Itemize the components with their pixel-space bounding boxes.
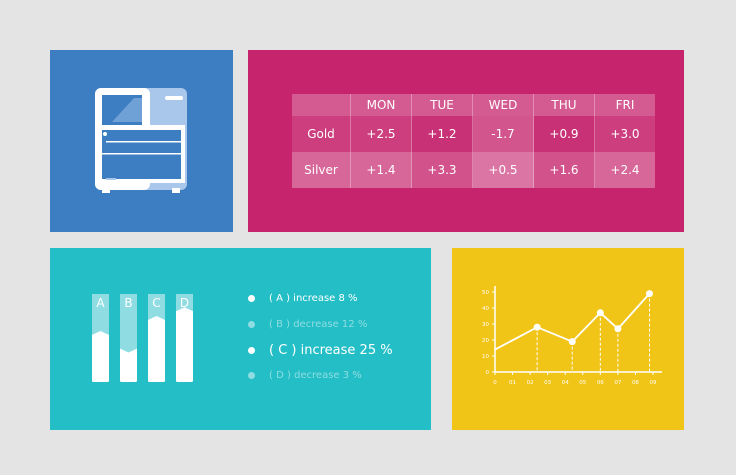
legend-item-d: ( D ) decrease 3 % — [248, 370, 362, 381]
legend-item-b: ( B ) decrease 12 % — [248, 319, 367, 330]
bar-fill — [148, 316, 165, 382]
metals-table: MON TUE WED THU FRI Gold +2.5 +1.2 -1.7 … — [292, 94, 655, 188]
line-chart-panel: 0 10 20 30 40 50 0 01 02 03 04 05 06 07 08 09 — [452, 248, 684, 430]
header-tue: TUE — [411, 94, 473, 116]
bar-fill — [176, 307, 193, 382]
cell: +1.6 — [533, 152, 595, 188]
cell: +2.5 — [350, 116, 412, 152]
table-row: Gold +2.5 +1.2 -1.7 +0.9 +3.0 — [292, 116, 655, 152]
header-wed: WED — [472, 94, 534, 116]
bar-fill — [120, 348, 137, 382]
x-tick-label: 06 — [597, 380, 604, 386]
x-tick-label: 04 — [562, 380, 569, 386]
data-point — [596, 309, 604, 317]
legend-text: ( C ) increase 25 % — [269, 343, 393, 358]
x-tick-label: 05 — [579, 380, 586, 386]
cell: +1.2 — [411, 116, 473, 152]
header-fri: FRI — [594, 94, 655, 116]
legend-text: ( B ) decrease 12 % — [269, 319, 368, 330]
data-point — [614, 325, 622, 333]
legend-text: ( A ) increase 8 % — [269, 293, 358, 304]
legend-item-a: ( A ) increase 8 % — [248, 293, 358, 304]
cell: +0.5 — [472, 152, 534, 188]
cell: +1.4 — [350, 152, 412, 188]
bar-label: C — [152, 296, 160, 310]
header-mon: MON — [350, 94, 412, 116]
legend-text: ( D ) decrease 3 % — [269, 370, 362, 381]
x-tick-label: 02 — [527, 380, 534, 386]
computer-panel — [50, 50, 233, 232]
y-tick-label: 0 — [486, 370, 490, 376]
x-tick-label: 09 — [650, 380, 657, 386]
bullet-icon — [248, 372, 255, 379]
data-point — [645, 290, 653, 298]
cell: +3.0 — [610, 127, 640, 141]
x-tick-label: 03 — [544, 380, 551, 386]
cell: +0.9 — [533, 116, 595, 152]
x-tick-label: 01 — [509, 380, 516, 386]
y-tick-label: 10 — [482, 354, 489, 360]
x-tick-label: 07 — [614, 380, 621, 386]
x-tick-label: 0 — [493, 380, 497, 386]
cell: -1.7 — [472, 116, 534, 152]
bar-graphic: A B C D — [92, 294, 193, 382]
y-tick-label: 30 — [482, 322, 489, 328]
bullet-icon — [248, 321, 255, 328]
y-tick-label: 50 — [482, 290, 489, 296]
bullet-icon — [248, 347, 255, 354]
bars-panel: A B C D ( A ) increase 8 % ( B ) decrease 1… — [50, 248, 431, 430]
data-point — [533, 323, 541, 331]
computer-icon — [95, 88, 187, 193]
series-line — [494, 292, 651, 351]
header-thu: THU — [533, 94, 595, 116]
row-label: Silver — [292, 152, 351, 188]
line-chart: 0 10 20 30 40 50 0 01 02 03 04 05 06 07 08 09 — [482, 286, 662, 386]
cell: +3.3 — [411, 152, 473, 188]
table-row: Silver +1.4 +3.3 +0.5 +1.6 +2.4 — [292, 152, 655, 188]
row-label: Gold — [292, 116, 351, 152]
bar-label: B — [124, 296, 132, 310]
bar-label: D — [180, 296, 189, 310]
legend-item-c: ( C ) increase 25 % — [248, 343, 393, 358]
cell: +2.4 — [610, 163, 640, 177]
metals-table-panel: MON TUE WED THU FRI Gold +2.5 +1.2 -1.7 … — [248, 50, 684, 232]
x-tick-label: 08 — [632, 380, 639, 386]
y-tick-label: 20 — [482, 338, 489, 344]
data-point — [568, 338, 576, 346]
bar-fill — [92, 330, 109, 382]
bar-label: A — [96, 296, 105, 310]
bullet-icon — [248, 295, 255, 302]
y-tick-label: 40 — [482, 306, 489, 312]
